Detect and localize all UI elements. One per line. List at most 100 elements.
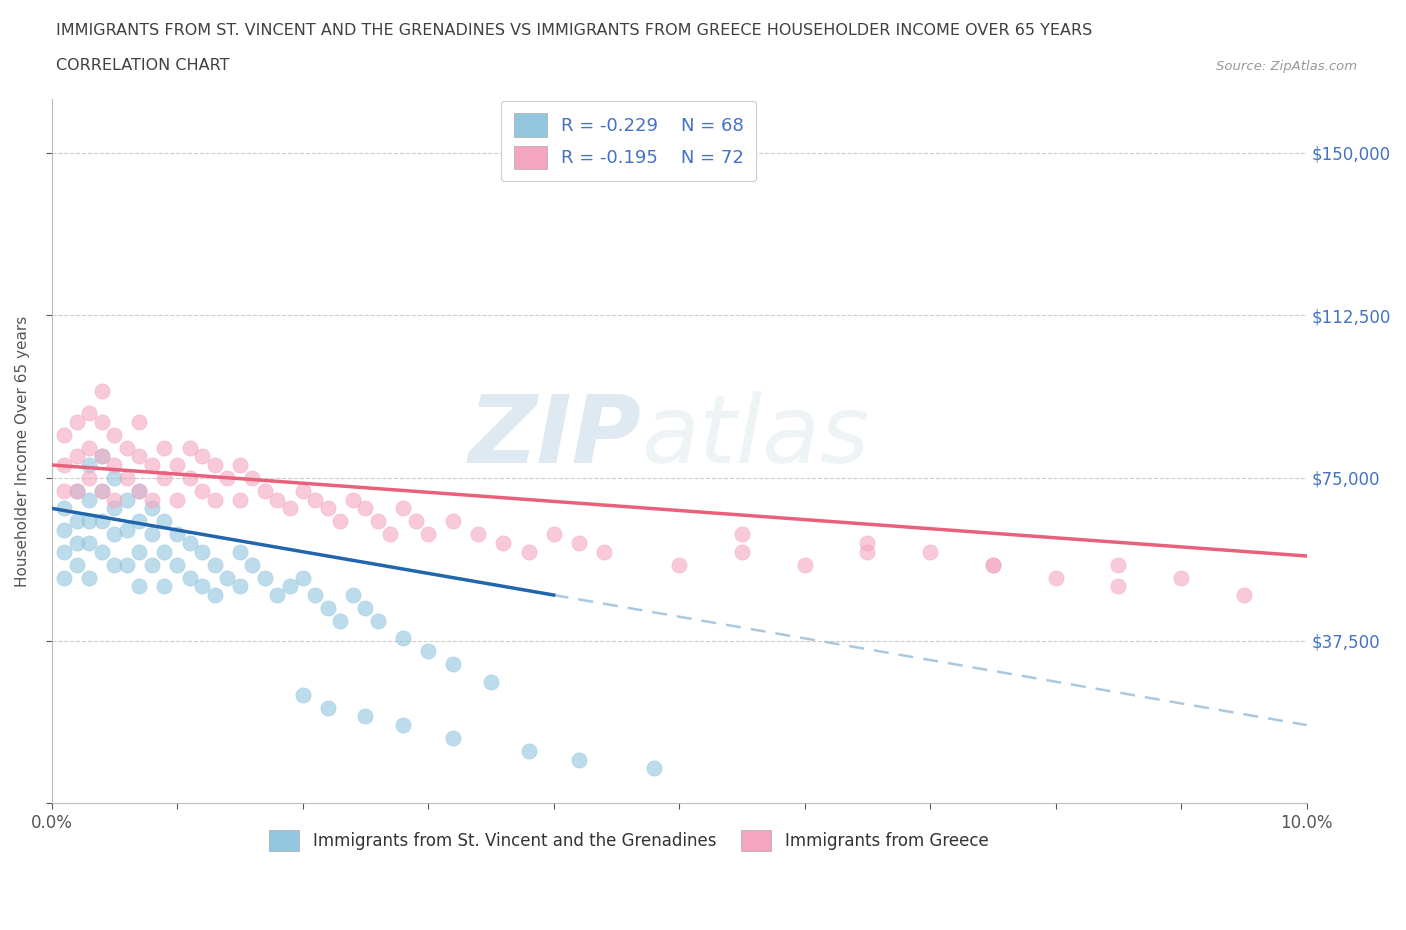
Point <box>1233 588 1256 603</box>
Point <box>392 631 415 645</box>
Point <box>53 544 76 559</box>
Point <box>166 492 188 507</box>
Point <box>517 744 540 759</box>
Point <box>316 501 339 516</box>
Point <box>153 440 176 455</box>
Point <box>77 492 100 507</box>
Point <box>179 536 201 551</box>
Point <box>141 492 163 507</box>
Point <box>115 471 138 485</box>
Point <box>103 501 125 516</box>
Point <box>229 578 252 593</box>
Point <box>66 536 89 551</box>
Point <box>1108 557 1130 572</box>
Point <box>592 544 614 559</box>
Point <box>240 557 263 572</box>
Point <box>53 427 76 442</box>
Point <box>329 614 352 629</box>
Point <box>316 601 339 616</box>
Point <box>128 544 150 559</box>
Point <box>90 544 112 559</box>
Point <box>793 557 815 572</box>
Point <box>329 514 352 529</box>
Point <box>367 514 389 529</box>
Point <box>166 557 188 572</box>
Text: atlas: atlas <box>641 392 870 483</box>
Point <box>217 570 239 585</box>
Point <box>90 514 112 529</box>
Point <box>392 718 415 733</box>
Point <box>66 484 89 498</box>
Point <box>77 458 100 472</box>
Point <box>492 536 515 551</box>
Point <box>380 527 402 542</box>
Point <box>856 536 879 551</box>
Point <box>90 484 112 498</box>
Point <box>253 570 276 585</box>
Point <box>191 544 214 559</box>
Point <box>278 501 301 516</box>
Point <box>103 427 125 442</box>
Point <box>66 449 89 464</box>
Point <box>103 471 125 485</box>
Point <box>354 601 377 616</box>
Text: IMMIGRANTS FROM ST. VINCENT AND THE GRENADINES VS IMMIGRANTS FROM GREECE HOUSEHO: IMMIGRANTS FROM ST. VINCENT AND THE GREN… <box>56 23 1092 38</box>
Point <box>217 471 239 485</box>
Y-axis label: Householder Income Over 65 years: Householder Income Over 65 years <box>15 315 30 587</box>
Point <box>568 752 591 767</box>
Point <box>179 471 201 485</box>
Point <box>166 458 188 472</box>
Point <box>731 544 754 559</box>
Point <box>90 414 112 429</box>
Point <box>204 492 226 507</box>
Point <box>141 458 163 472</box>
Point <box>392 501 415 516</box>
Point <box>240 471 263 485</box>
Point <box>90 449 112 464</box>
Point <box>103 527 125 542</box>
Point <box>204 588 226 603</box>
Point <box>405 514 427 529</box>
Point <box>153 471 176 485</box>
Point <box>304 492 326 507</box>
Point <box>291 687 314 702</box>
Point <box>304 588 326 603</box>
Point <box>103 492 125 507</box>
Point <box>53 570 76 585</box>
Point <box>77 471 100 485</box>
Point <box>77 570 100 585</box>
Point <box>441 657 464 671</box>
Point <box>90 484 112 498</box>
Point <box>191 484 214 498</box>
Point <box>179 570 201 585</box>
Point <box>141 557 163 572</box>
Point <box>543 527 565 542</box>
Point <box>204 557 226 572</box>
Point <box>266 492 288 507</box>
Point <box>278 578 301 593</box>
Point <box>229 458 252 472</box>
Point <box>53 458 76 472</box>
Point <box>441 731 464 746</box>
Point <box>731 527 754 542</box>
Point <box>981 557 1004 572</box>
Point <box>517 544 540 559</box>
Point <box>354 501 377 516</box>
Point <box>115 557 138 572</box>
Point <box>920 544 942 559</box>
Point <box>229 544 252 559</box>
Legend: Immigrants from St. Vincent and the Grenadines, Immigrants from Greece: Immigrants from St. Vincent and the Gren… <box>263 823 995 858</box>
Point <box>856 544 879 559</box>
Point <box>441 514 464 529</box>
Point <box>115 523 138 538</box>
Point <box>204 458 226 472</box>
Point <box>66 514 89 529</box>
Point <box>668 557 690 572</box>
Point <box>342 588 364 603</box>
Point <box>66 414 89 429</box>
Point <box>568 536 591 551</box>
Point <box>53 484 76 498</box>
Point <box>141 501 163 516</box>
Point <box>342 492 364 507</box>
Point <box>128 514 150 529</box>
